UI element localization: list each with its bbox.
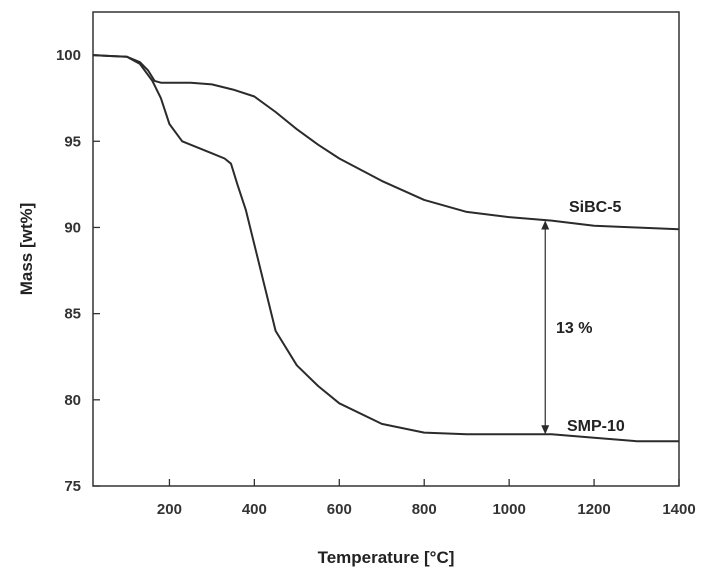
- x-tick-label-1: 400: [242, 501, 267, 518]
- axis-ticks: 200 400 600 800 1000 1200 1400 75 80 85 90 95 100: [56, 47, 696, 518]
- series-line-sibc-5: [92, 54, 680, 231]
- label-difference: 13 %: [556, 320, 592, 337]
- arrow-up-icon: [541, 220, 550, 230]
- x-tick-label-6: 1400: [662, 501, 695, 518]
- y-tick-label-1: 80: [64, 392, 81, 409]
- y-tick-label-4: 95: [64, 133, 81, 150]
- y-tick-label-5: 100: [56, 47, 81, 64]
- difference-marker: [541, 220, 550, 435]
- y-axis-title: Mass [wt%]: [17, 203, 36, 296]
- plot-frame: [92, 11, 680, 487]
- y-tick-label-3: 90: [64, 219, 81, 236]
- series-lines: [92, 54, 680, 443]
- x-tick-label-3: 800: [412, 501, 437, 518]
- series-line-smp-10: [92, 54, 679, 443]
- x-tick-label-2: 600: [327, 501, 352, 518]
- label-smp10: SMP-10: [567, 418, 625, 435]
- arrow-down-icon: [541, 425, 550, 435]
- x-tick-label-5: 1200: [577, 501, 610, 518]
- x-axis-title: Temperature [°C]: [318, 548, 455, 567]
- x-tick-label-4: 1000: [492, 501, 525, 518]
- x-tick-label-0: 200: [157, 501, 182, 518]
- y-tick-label-0: 75: [64, 478, 81, 495]
- label-sibc5: SiBC-5: [569, 199, 622, 216]
- y-tick-label-2: 85: [64, 306, 81, 323]
